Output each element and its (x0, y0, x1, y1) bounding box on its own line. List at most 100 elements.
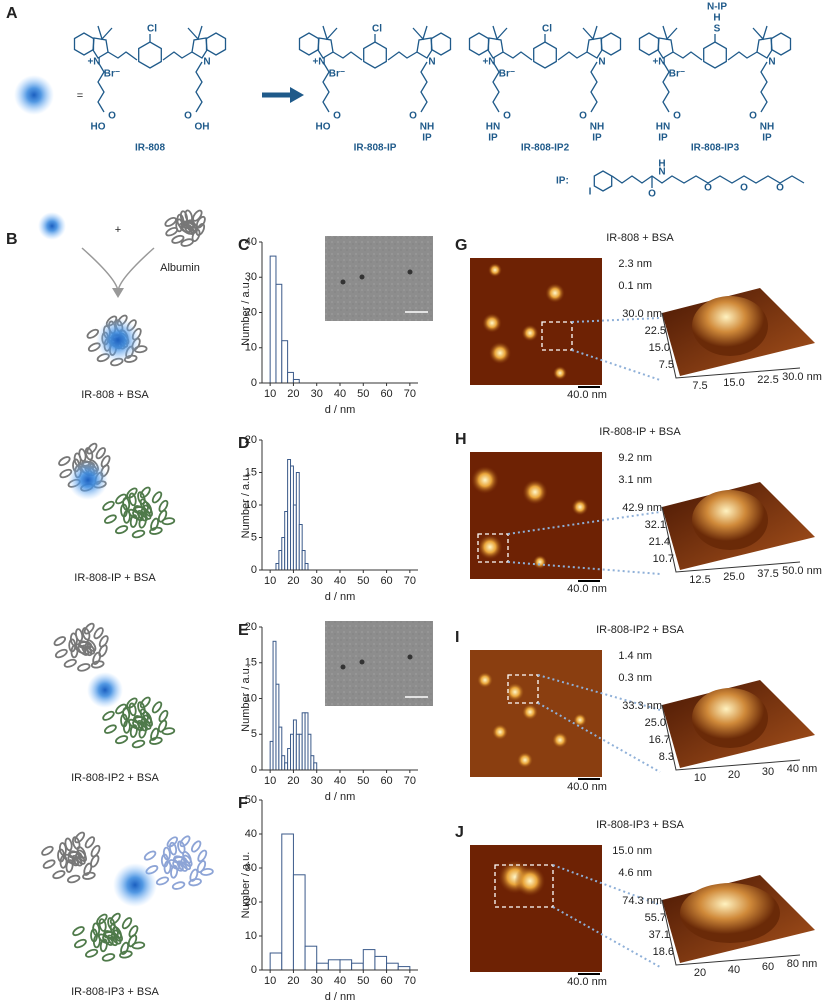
axis-3d-tick-label: 10.7 (653, 553, 674, 565)
x-tick-label: 20 (287, 975, 299, 987)
scale-bar-label: 40.0 nm (567, 583, 607, 595)
pyrrole-ring (657, 37, 674, 59)
helix (92, 934, 101, 949)
helix (158, 709, 169, 723)
y-tick-label: 10 (245, 692, 257, 704)
complex-label: IR-808-IP2 + BSA (71, 772, 159, 784)
histogram-bar (313, 762, 318, 771)
afm-title: IR-808-IP + BSA (599, 426, 681, 438)
helix (98, 918, 107, 932)
helix (104, 514, 117, 524)
afm-3d-axes (661, 312, 801, 379)
helix (42, 859, 56, 869)
histogram-bar (275, 283, 283, 384)
y-tick-label: 30 (245, 862, 257, 874)
zoom-link (552, 906, 661, 968)
histogram-bar (339, 959, 353, 971)
x-axis-label: d / nm (325, 404, 356, 416)
zoom-link (507, 561, 661, 575)
y-tick-label: 30 (245, 271, 257, 283)
plus-sign: + (115, 224, 121, 236)
zoom-box (477, 533, 509, 563)
zoom-link (571, 349, 661, 381)
axis-3d-tick-label: 55.7 (645, 912, 666, 924)
helix (121, 917, 133, 930)
tem-particle (340, 279, 346, 285)
helix (131, 941, 146, 950)
colorbar-label: 2.3 nm (618, 258, 652, 270)
helix (78, 640, 92, 650)
afm-particle (471, 466, 499, 494)
histogram-bar (316, 962, 329, 971)
helix (84, 642, 96, 655)
afm-3d-bump (692, 688, 768, 748)
helix (120, 941, 130, 955)
helix (54, 648, 68, 659)
helix (163, 860, 172, 875)
afm-title: IR-808-IP2 + BSA (596, 624, 684, 636)
axis-3d-tick-label: 20 (728, 769, 740, 781)
polymethine-bridge (162, 51, 193, 61)
colorbar-label: 0.3 nm (618, 672, 652, 684)
helix (126, 487, 138, 499)
atom-label: O (740, 183, 748, 194)
atom-label: N (658, 167, 665, 178)
histogram-bar (281, 340, 289, 384)
helix (150, 727, 160, 741)
y-tick-label: 20 (245, 434, 257, 446)
helix (90, 660, 105, 669)
afm-particle (573, 713, 587, 727)
afm-particle (491, 723, 509, 741)
polymethine-bridge (727, 51, 758, 61)
x-axis-label: d / nm (325, 991, 356, 1002)
x-tick-label: 70 (404, 975, 416, 987)
x-tick-label: 70 (404, 775, 416, 787)
complex-label: IR-808 + BSA (81, 389, 149, 401)
helix (182, 850, 192, 864)
x-tick-label: 10 (264, 575, 276, 587)
y-tick-label: 10 (245, 342, 257, 354)
atom-label: I (589, 187, 592, 198)
atom-label: Br⁻ (499, 69, 515, 80)
helix (139, 696, 151, 709)
panel-letter: E (238, 622, 249, 639)
x-tick-label: 60 (380, 975, 392, 987)
tem-particle (407, 269, 413, 275)
polymethine-bridge (107, 51, 138, 61)
helix (138, 725, 147, 739)
helix (139, 486, 151, 499)
x-axis-label: d / nm (325, 591, 356, 603)
helix (195, 215, 206, 229)
helix (115, 493, 127, 505)
protein-cartoon (164, 209, 206, 247)
tem-particle (359, 274, 365, 280)
helix (115, 735, 129, 745)
axis-3d-tick-label: 7.5 (659, 359, 674, 371)
y-axis-label: Number / a.u. (240, 665, 252, 732)
afm-particle (514, 865, 546, 897)
axis-3d-tick-label: 42.9 nm (622, 502, 662, 514)
axis-3d-tick-label: 15.0 (723, 377, 744, 389)
alkyl-tail (760, 61, 768, 113)
y-tick-label: 0 (251, 564, 257, 576)
helix (76, 846, 87, 859)
afm-3d-axes (661, 899, 801, 966)
atom-label: O (713, 0, 721, 2)
afm-particle (551, 731, 569, 749)
helix (138, 515, 147, 529)
reaction-arrow-head (290, 87, 304, 103)
histogram-bar (386, 962, 399, 971)
atom-label: Cl (147, 24, 157, 35)
atom-label: N (428, 57, 435, 68)
atom-label: O (184, 111, 192, 122)
zoom-link (552, 864, 661, 906)
atom-label: IP (762, 133, 772, 144)
complex-label: IR-808-IP3 + BSA (71, 986, 159, 998)
helix (109, 923, 119, 937)
helix (187, 219, 198, 232)
helix (157, 509, 168, 523)
x-tick-label: 40 (334, 775, 346, 787)
helix (75, 852, 86, 865)
